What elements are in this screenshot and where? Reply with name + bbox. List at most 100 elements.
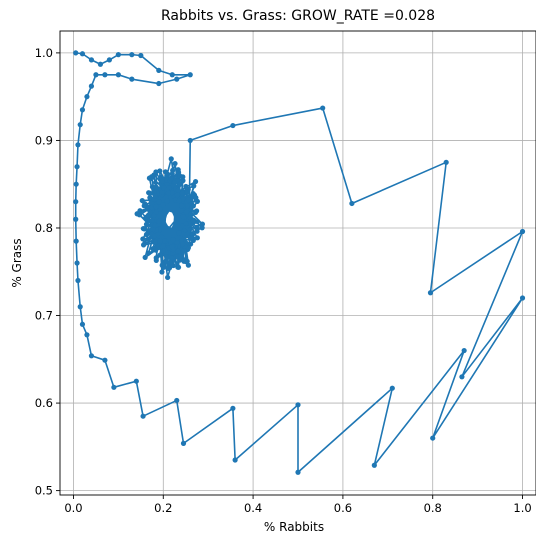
data-point	[180, 174, 186, 180]
data-point	[320, 105, 326, 111]
data-point	[443, 159, 449, 165]
series-line	[74, 52, 524, 474]
data-point	[232, 457, 238, 463]
data-point	[88, 353, 95, 359]
y-tick-label: 0.7	[35, 309, 53, 323]
data-point	[156, 199, 162, 205]
data-point	[519, 228, 526, 235]
data-point	[175, 264, 182, 270]
data-point	[178, 203, 185, 209]
data-point	[170, 167, 176, 174]
data-point	[187, 72, 193, 78]
data-point	[151, 232, 158, 239]
grid	[60, 31, 536, 495]
y-tick-label: 0.8	[35, 221, 53, 235]
y-tick-label: 0.6	[35, 396, 53, 410]
data-point	[153, 184, 159, 190]
data-point	[159, 269, 165, 275]
data-point	[167, 259, 173, 265]
data-point	[459, 374, 465, 380]
data-point	[183, 209, 190, 215]
data-point	[145, 236, 151, 242]
data-point	[140, 242, 147, 248]
data-point	[174, 240, 180, 246]
data-point	[180, 241, 186, 247]
data-series	[73, 50, 526, 475]
data-point	[157, 206, 163, 212]
data-point	[115, 52, 121, 58]
data-point	[185, 197, 192, 203]
data-point	[190, 203, 196, 209]
data-point	[143, 231, 150, 238]
x-tick-label: 0.6	[334, 501, 352, 515]
data-point	[199, 225, 205, 231]
x-tick-label: 0.8	[424, 501, 442, 515]
x-tick-label: 1.0	[513, 501, 531, 515]
data-point	[133, 378, 139, 384]
data-point	[147, 209, 153, 216]
data-point	[177, 253, 183, 260]
data-point	[84, 94, 90, 100]
data-point	[149, 218, 155, 224]
data-point	[169, 72, 175, 78]
data-point	[156, 67, 162, 73]
data-point	[184, 189, 191, 195]
data-point	[157, 252, 163, 258]
data-point	[193, 195, 199, 201]
data-point	[79, 107, 86, 113]
data-point	[153, 255, 159, 261]
data-point	[77, 304, 83, 310]
data-point	[175, 167, 181, 173]
data-point	[194, 224, 200, 230]
data-point	[183, 183, 189, 190]
data-point	[190, 218, 196, 224]
data-point	[194, 228, 200, 234]
data-point	[230, 405, 236, 411]
data-point	[172, 160, 178, 167]
data-point	[295, 402, 301, 408]
data-point	[160, 243, 166, 249]
data-point	[371, 462, 377, 468]
data-point	[349, 200, 355, 207]
data-point	[165, 265, 171, 271]
data-point	[148, 200, 154, 206]
data-point	[176, 230, 182, 236]
data-point	[137, 208, 143, 214]
data-point	[73, 50, 79, 56]
x-axis-label: % Rabbits	[264, 520, 324, 534]
data-point	[140, 413, 146, 419]
data-point	[170, 262, 176, 269]
data-point	[152, 192, 158, 199]
data-point	[187, 137, 193, 144]
data-point	[519, 295, 526, 301]
data-point	[74, 164, 80, 170]
data-point	[165, 171, 171, 177]
data-point	[102, 72, 108, 78]
data-point	[115, 72, 121, 78]
x-axis: 0.0 0.2 0.4 0.6 0.8 1.0	[64, 495, 532, 515]
data-point	[180, 214, 186, 220]
data-point	[192, 178, 199, 185]
data-point	[73, 216, 79, 222]
data-point	[74, 260, 80, 266]
data-point	[180, 440, 187, 446]
data-point	[159, 189, 165, 195]
y-axis-label: % Grass	[10, 238, 24, 287]
data-point	[295, 469, 301, 475]
data-point	[430, 435, 436, 441]
data-point	[193, 209, 199, 216]
data-point	[149, 174, 155, 180]
x-tick-label: 0.4	[244, 501, 262, 515]
data-point	[129, 76, 135, 82]
data-point	[180, 178, 186, 184]
data-point	[183, 259, 189, 265]
data-point	[150, 246, 156, 252]
data-point	[138, 52, 144, 59]
data-point	[175, 187, 181, 193]
data-point	[147, 195, 153, 201]
data-point	[73, 238, 79, 244]
data-point	[165, 190, 171, 196]
data-point	[159, 262, 165, 268]
data-point	[174, 192, 180, 198]
